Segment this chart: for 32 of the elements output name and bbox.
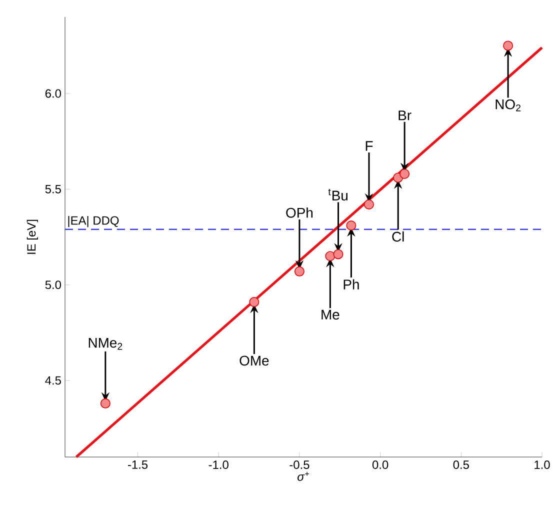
x-tick-label: 0.0 xyxy=(372,460,388,469)
x-tick-label: -1.0 xyxy=(208,460,228,469)
y-tick-label: 5.5 xyxy=(45,185,61,194)
annotation: Cl xyxy=(392,231,404,242)
point xyxy=(333,249,344,260)
y-tick-label: 5.0 xyxy=(45,280,62,290)
annotation: $^{t}$Bu xyxy=(328,188,348,201)
point xyxy=(249,297,260,308)
annotation: F xyxy=(366,141,373,151)
y-tick-label: 6.0 xyxy=(45,89,62,98)
annotation: Br xyxy=(398,110,412,120)
y-tick-label: 4.5 xyxy=(45,376,61,385)
annotation: NMe$_{2}$ xyxy=(88,338,122,350)
point xyxy=(503,40,514,51)
annotation: OPh xyxy=(286,207,313,218)
point xyxy=(294,266,304,276)
point xyxy=(400,168,410,179)
ref-line-label: |EA| DDQ xyxy=(68,216,119,228)
point xyxy=(364,199,374,210)
x-tick-label: -1.5 xyxy=(128,460,148,469)
annotation: NO$_{2}$ xyxy=(496,99,520,112)
annotation: OMe xyxy=(240,356,269,366)
point xyxy=(325,251,336,262)
point xyxy=(346,220,356,231)
y-axis-title: IE [eV] xyxy=(26,220,38,254)
x-tick-label: 0.5 xyxy=(453,460,469,469)
point xyxy=(100,398,110,408)
x-tick-label: -0.5 xyxy=(290,460,310,469)
annotation: Ph xyxy=(344,279,359,290)
annotation: Me xyxy=(322,310,340,320)
x-axis-title: σ$^{+}$ xyxy=(298,472,309,481)
x-tick-label: 1.0 xyxy=(534,460,550,469)
